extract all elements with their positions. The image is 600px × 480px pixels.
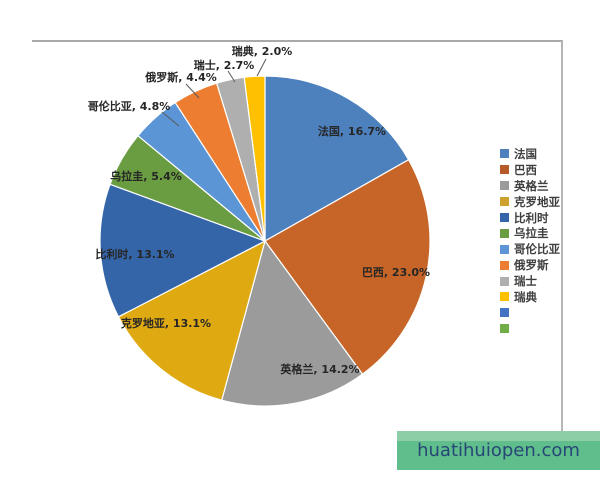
legend-swatch-icon (500, 149, 509, 159)
slice-label-法国: 法国, 16.7% (317, 125, 387, 138)
legend-label: 哥伦比亚 (514, 242, 560, 257)
legend-swatch-icon (500, 181, 509, 191)
legend-label: 比利时 (514, 210, 549, 225)
watermark-text: huatihuiopen.com (417, 440, 580, 461)
watermark-top-strip (397, 431, 600, 441)
pie-slice-巴西 (264, 158, 431, 375)
slice-label-哥伦比亚: 哥伦比亚, 4.8% (87, 100, 171, 113)
legend: 法国 巴西 英格兰 克罗地亚 比利时 乌拉圭 哥伦比亚 俄罗斯 瑞士 瑞典 (500, 146, 560, 337)
legend-label: 瑞士 (514, 274, 537, 289)
legend-swatch-icon (500, 213, 509, 222)
legend-item: 比利时 (500, 210, 560, 226)
label-leader-line (185, 83, 200, 99)
watermark: huatihuiopen.com (397, 431, 600, 470)
label-leader-line (227, 70, 236, 83)
legend-swatch-icon (500, 292, 509, 302)
legend-swatch-icon (500, 165, 509, 175)
legend-label: 巴西 (514, 162, 537, 177)
pie-slice-法国 (264, 75, 410, 243)
legend-swatch-icon (500, 228, 509, 238)
legend-label: 英格兰 (514, 178, 549, 193)
legend-item: 瑞典 (500, 289, 560, 305)
legend-item (500, 305, 560, 321)
legend-item: 瑞士 (500, 273, 560, 289)
label-leader-line (256, 58, 267, 77)
pie-slice-英格兰 (220, 239, 364, 407)
slice-label-克罗地亚: 克罗地亚, 13.1% (120, 317, 212, 330)
legend-swatch-icon (500, 276, 509, 286)
legend-label: 克罗地亚 (514, 194, 560, 209)
legend-item: 乌拉圭 (500, 225, 560, 241)
legend-item: 英格兰 (500, 178, 560, 194)
legend-swatch-icon (500, 308, 509, 318)
slice-label-比利时: 比利时, 13.1% (95, 248, 175, 261)
pie-slice-比利时 (99, 183, 267, 318)
legend-label: 俄罗斯 (514, 258, 549, 273)
legend-swatch-icon (500, 324, 509, 334)
legend-label: 乌拉圭 (514, 226, 549, 241)
legend-swatch-icon (500, 260, 509, 270)
legend-item: 俄罗斯 (500, 257, 560, 273)
pie-slice-克罗地亚 (117, 239, 266, 401)
slice-label-俄罗斯: 俄罗斯, 4.4% (145, 71, 217, 84)
legend-item: 哥伦比亚 (500, 241, 560, 257)
legend-label: 法国 (514, 146, 537, 161)
legend-swatch-icon (500, 197, 509, 207)
legend-item (500, 321, 560, 337)
slice-label-巴西: 巴西, 23.0% (361, 266, 431, 279)
slice-label-瑞士: 瑞士, 2.7% (193, 59, 255, 72)
label-leader-line (161, 111, 180, 127)
legend-item: 巴西 (500, 162, 560, 178)
legend-swatch-icon (500, 244, 509, 254)
pie-slice-瑞典 (243, 75, 266, 242)
slice-label-瑞典: 瑞典, 2.0% (231, 45, 293, 58)
legend-item: 克罗地亚 (500, 194, 560, 210)
legend-item: 法国 (500, 146, 560, 162)
slice-label-英格兰: 英格兰, 14.2% (280, 363, 360, 376)
slice-label-乌拉圭: 乌拉圭, 5.4% (110, 170, 182, 183)
legend-label: 瑞典 (514, 289, 537, 304)
